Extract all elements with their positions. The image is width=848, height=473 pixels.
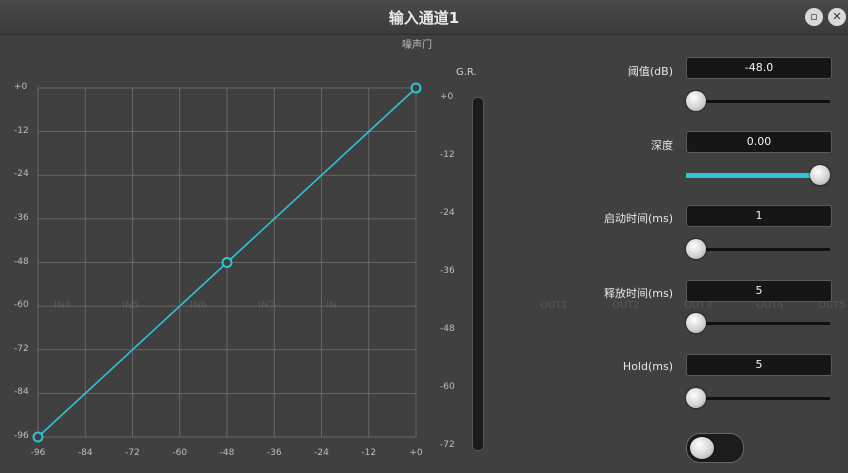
gain-reduction-title: G.R. bbox=[456, 67, 477, 78]
depth-slider[interactable] bbox=[686, 165, 830, 185]
gain-reduction-meter bbox=[472, 97, 484, 451]
threshold-field[interactable]: -48.0 bbox=[686, 57, 832, 79]
depth-field[interactable]: 0.00 bbox=[686, 131, 832, 153]
threshold-label: 阈值(dB) bbox=[627, 65, 673, 78]
close-icon[interactable]: ✕ bbox=[828, 8, 846, 26]
section-subtitle: 噪声门 bbox=[402, 40, 432, 51]
ghost-label: IN5 bbox=[122, 300, 139, 311]
slider-knob[interactable] bbox=[686, 239, 706, 259]
curve-handle[interactable] bbox=[410, 82, 422, 94]
y-tick-label: -24 bbox=[14, 169, 29, 180]
y-tick-label: -84 bbox=[14, 387, 29, 398]
minimize-icon[interactable]: ▫ bbox=[805, 8, 823, 26]
release-slider[interactable] bbox=[686, 313, 830, 333]
x-tick-label: -36 bbox=[266, 448, 282, 458]
release-label: 释放时间(ms) bbox=[603, 287, 673, 300]
gr-tick-label: -12 bbox=[440, 150, 455, 160]
hold-label: Hold(ms) bbox=[622, 360, 673, 373]
slider-knob[interactable] bbox=[686, 313, 706, 333]
gr-tick-label: +0 bbox=[440, 92, 454, 102]
y-tick-label: +0 bbox=[14, 82, 28, 92]
slider-knob[interactable] bbox=[686, 91, 706, 111]
ghost-label: OUT5 bbox=[818, 300, 846, 311]
title-bar[interactable]: 输入通道1 ▫ ✕ bbox=[0, 0, 848, 35]
x-tick-label: -84 bbox=[77, 448, 93, 458]
hold-field[interactable]: 5 bbox=[686, 354, 832, 376]
depth-label: 深度 bbox=[651, 139, 673, 152]
ghost-label: IN7 bbox=[258, 300, 275, 311]
x-tick-label: -12 bbox=[361, 448, 377, 458]
ghost-label: IN bbox=[326, 300, 337, 311]
y-tick-label: -60 bbox=[14, 300, 29, 311]
ghost-label: OUT4 bbox=[756, 300, 784, 311]
y-tick-label: -12 bbox=[14, 125, 29, 136]
gr-tick-label: -48 bbox=[440, 324, 455, 334]
gr-tick-label: -60 bbox=[440, 382, 455, 392]
slider-knob[interactable] bbox=[686, 388, 706, 408]
gr-tick-label: -36 bbox=[440, 266, 455, 276]
y-tick-label: -72 bbox=[14, 343, 29, 354]
x-tick-label: -60 bbox=[172, 448, 188, 458]
release-field[interactable]: 5 bbox=[686, 280, 832, 302]
y-tick-label: -96 bbox=[14, 431, 29, 441]
x-tick-label: +0 bbox=[409, 448, 423, 458]
curve-handle[interactable] bbox=[221, 257, 233, 268]
x-tick-label: -48 bbox=[219, 448, 235, 458]
slider-track bbox=[686, 397, 830, 400]
x-tick-label: -96 bbox=[30, 448, 46, 458]
window-title: 输入通道1 bbox=[388, 9, 460, 27]
ghost-label: IN4 bbox=[54, 300, 71, 311]
toggle-knob[interactable] bbox=[690, 437, 714, 459]
slider-track bbox=[686, 248, 830, 251]
gate-enable-toggle[interactable] bbox=[686, 433, 744, 463]
gate-transfer-graph[interactable] bbox=[0, 0, 440, 473]
slider-knob[interactable] bbox=[810, 165, 830, 185]
ghost-label: OUT2 bbox=[612, 300, 640, 311]
slider-fill bbox=[686, 173, 820, 178]
ghost-label: IN6 bbox=[190, 300, 207, 311]
gr-tick-label: -24 bbox=[440, 208, 455, 218]
slider-track bbox=[686, 322, 830, 325]
curve-handle[interactable] bbox=[32, 431, 44, 443]
threshold-slider[interactable] bbox=[686, 91, 830, 111]
gr-tick-label: -72 bbox=[440, 440, 455, 450]
slider-track bbox=[686, 100, 830, 103]
y-tick-label: -36 bbox=[14, 212, 29, 223]
attack-field[interactable]: 1 bbox=[686, 205, 832, 227]
x-tick-label: -72 bbox=[125, 448, 140, 458]
ghost-label: OUT1 bbox=[540, 300, 568, 311]
x-tick-label: -24 bbox=[314, 448, 329, 458]
attack-slider[interactable] bbox=[686, 239, 830, 259]
y-tick-label: -48 bbox=[14, 256, 29, 267]
hold-slider[interactable] bbox=[686, 388, 830, 408]
attack-label: 启动时间(ms) bbox=[603, 212, 673, 225]
ghost-label: OUT3 bbox=[684, 300, 712, 311]
